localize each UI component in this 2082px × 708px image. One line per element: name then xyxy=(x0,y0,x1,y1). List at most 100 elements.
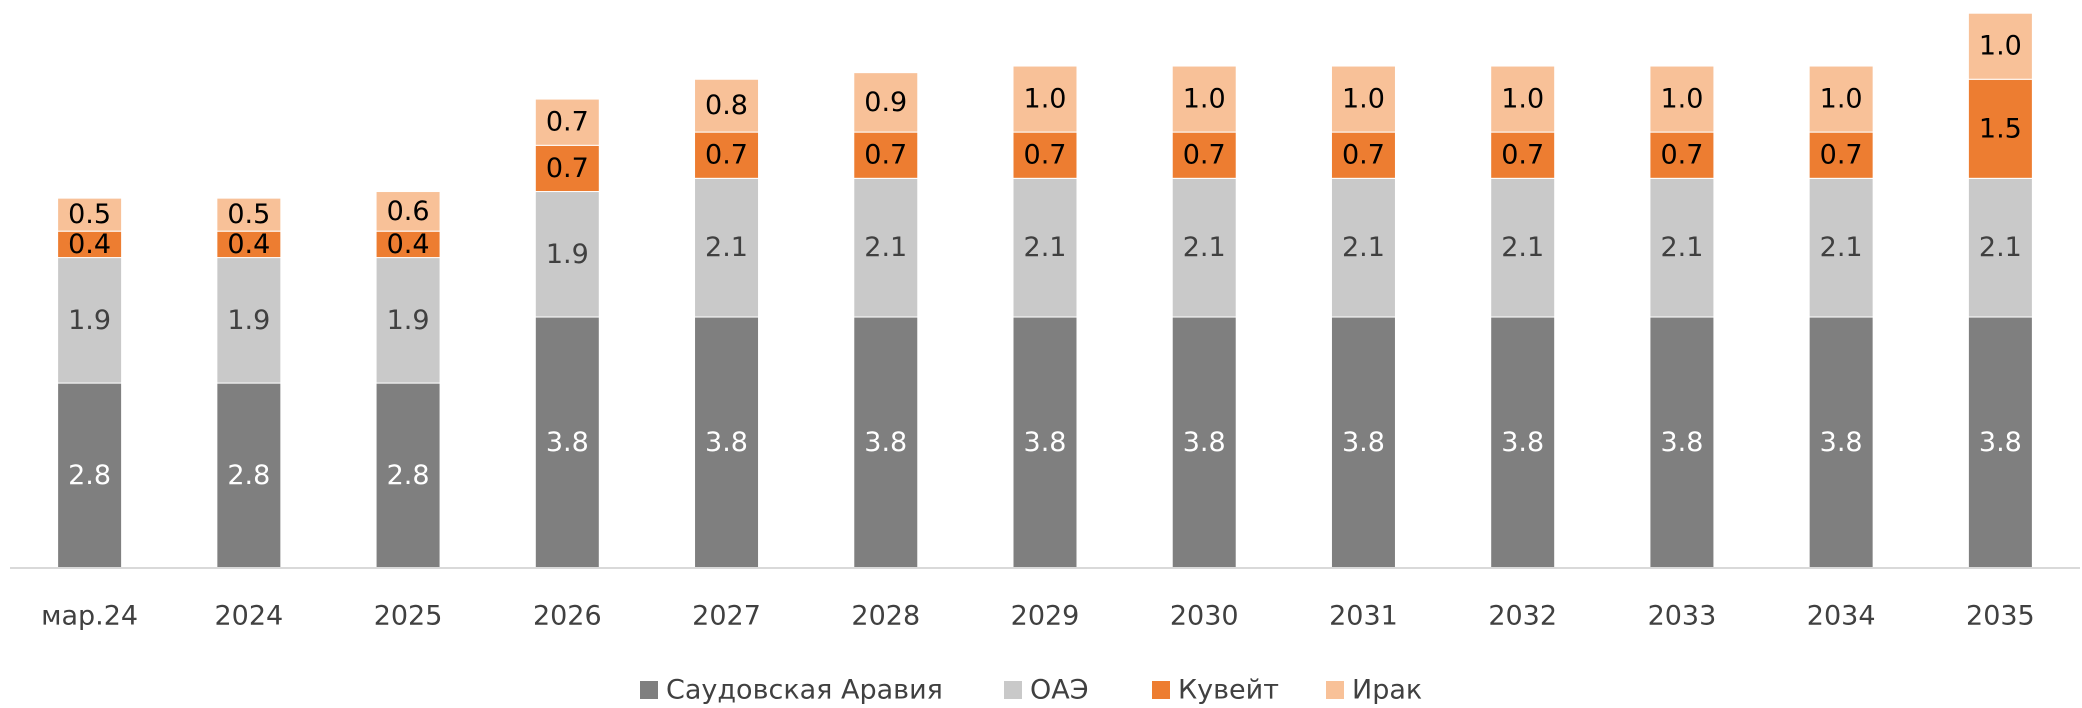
data-label: 0.4 xyxy=(68,229,111,260)
data-label: 3.8 xyxy=(1024,427,1067,458)
bar-segment xyxy=(694,78,760,133)
bar-segment xyxy=(853,72,919,133)
data-label: 3.8 xyxy=(1183,427,1226,458)
data-label: 2.1 xyxy=(1979,232,2022,263)
data-label: 3.8 xyxy=(1820,427,1863,458)
data-label: 0.7 xyxy=(1820,140,1863,171)
bar-segment xyxy=(57,257,123,384)
bar-segment xyxy=(534,316,600,569)
data-label: 0.7 xyxy=(546,107,589,138)
data-label: 1.0 xyxy=(1820,84,1863,115)
bar-segment xyxy=(1171,316,1237,569)
data-label: 0.7 xyxy=(1660,140,1703,171)
x-tick-label: 2032 xyxy=(1488,601,1557,632)
data-label: 1.5 xyxy=(1979,113,2022,144)
data-label: 0.5 xyxy=(227,199,270,230)
data-label: 3.8 xyxy=(864,427,907,458)
data-label: 2.1 xyxy=(1183,232,1226,263)
bar-segment xyxy=(1012,65,1078,133)
x-tick-label: 2035 xyxy=(1966,601,2035,632)
data-label: 0.6 xyxy=(387,196,430,227)
x-tick-label: 2031 xyxy=(1329,601,1398,632)
data-label: 1.9 xyxy=(546,239,589,270)
bar-segment xyxy=(1808,131,1874,179)
x-tick-label: 2030 xyxy=(1170,601,1239,632)
bar-segment xyxy=(216,230,282,259)
data-label: 1.0 xyxy=(1342,84,1385,115)
bar-segment xyxy=(1171,65,1237,133)
bar-segment xyxy=(1808,65,1874,133)
bar-segment xyxy=(375,230,441,259)
bar-segment xyxy=(1330,177,1396,318)
data-label: 0.7 xyxy=(864,140,907,171)
data-label: 2.8 xyxy=(387,460,430,491)
bar-segment xyxy=(1330,316,1396,569)
data-label: 1.0 xyxy=(1660,84,1703,115)
bar-segment xyxy=(1967,177,2033,318)
data-label: 3.8 xyxy=(1660,427,1703,458)
bar-segment xyxy=(1330,131,1396,179)
bar-segment xyxy=(1012,177,1078,318)
data-label: 2.1 xyxy=(1660,232,1703,263)
data-label: 3.8 xyxy=(1342,427,1385,458)
data-label: 0.7 xyxy=(1342,140,1385,171)
data-label: 2.1 xyxy=(1024,232,1067,263)
legend-swatch xyxy=(1004,681,1022,699)
data-label: 1.0 xyxy=(1979,31,2022,62)
bar-segment xyxy=(57,197,123,232)
bar-segment xyxy=(1012,316,1078,569)
data-label: 3.8 xyxy=(1501,427,1544,458)
bar-segment xyxy=(1649,177,1715,318)
data-label: 0.4 xyxy=(387,229,430,260)
bar-segment xyxy=(1649,65,1715,133)
bar-segment xyxy=(1808,177,1874,318)
legend-label: Саудовская Аравия xyxy=(666,675,943,706)
data-label: 0.7 xyxy=(1183,140,1226,171)
x-tick-label: 2028 xyxy=(851,601,920,632)
bar-segment xyxy=(534,98,600,146)
bar-segment xyxy=(216,257,282,384)
data-label: 1.9 xyxy=(68,305,111,336)
data-label: 0.7 xyxy=(1501,140,1544,171)
legend-label: Кувейт xyxy=(1178,675,1279,706)
data-label: 0.7 xyxy=(546,153,589,184)
bar-segment xyxy=(216,382,282,569)
data-label: 1.0 xyxy=(1024,84,1067,115)
x-tick-label: 2024 xyxy=(214,601,283,632)
data-label: 0.4 xyxy=(227,229,270,260)
data-label: 2.1 xyxy=(864,232,907,263)
x-tick-label: 2026 xyxy=(533,601,602,632)
data-label: 0.7 xyxy=(1024,140,1067,171)
data-label: 2.1 xyxy=(1342,232,1385,263)
data-label: 1.0 xyxy=(1183,84,1226,115)
bar-segment xyxy=(534,144,600,193)
bar-segment xyxy=(1967,12,2033,80)
data-label: 2.8 xyxy=(227,460,270,491)
data-label: 3.8 xyxy=(546,427,589,458)
x-tick-label: 2029 xyxy=(1011,601,1080,632)
x-tick-label: 2034 xyxy=(1807,601,1876,632)
bar-segment xyxy=(694,131,760,179)
bar-segment xyxy=(853,316,919,569)
legend-swatch xyxy=(1152,681,1170,699)
x-tick-label: 2025 xyxy=(374,601,443,632)
bar-segment xyxy=(1967,316,2033,569)
bar-segment xyxy=(1490,65,1556,133)
data-label: 2.1 xyxy=(1820,232,1863,263)
data-label: 1.9 xyxy=(227,305,270,336)
bar-segment xyxy=(1330,65,1396,133)
bar-segment xyxy=(57,382,123,569)
bar-segment xyxy=(1808,316,1874,569)
data-label: 2.8 xyxy=(68,460,111,491)
data-label: 3.8 xyxy=(705,427,748,458)
bar-segment xyxy=(694,316,760,569)
data-label: 0.5 xyxy=(68,199,111,230)
data-label: 0.7 xyxy=(705,140,748,171)
data-label: 1.0 xyxy=(1501,84,1544,115)
bar-segment xyxy=(1012,131,1078,179)
bar-segment xyxy=(853,131,919,179)
x-tick-label: 2033 xyxy=(1648,601,1717,632)
data-label: 0.9 xyxy=(864,87,907,118)
x-tick-label: 2027 xyxy=(692,601,761,632)
